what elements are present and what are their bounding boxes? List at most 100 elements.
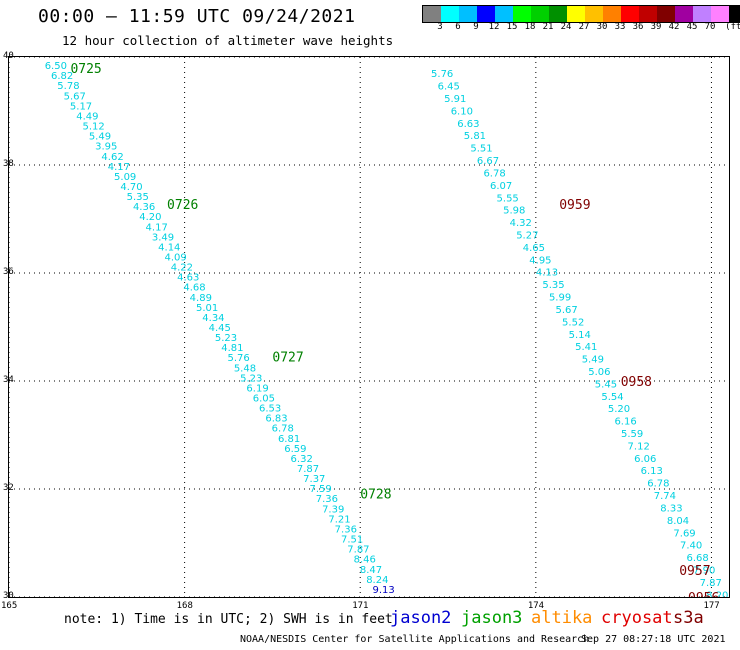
wave-height-value: 6.81 (278, 434, 300, 445)
wave-height-value: 5.12 (83, 122, 105, 133)
y-tick-label: 36 (3, 267, 14, 277)
wave-height-value: 6.59 (284, 444, 306, 455)
wave-height-value: 6.82 (51, 71, 73, 82)
wave-height-value: 4.89 (190, 293, 212, 304)
wave-height-value: 5.99 (549, 293, 571, 304)
wave-height-value: 5.49 (582, 355, 604, 366)
wave-height-value: 6.45 (438, 82, 460, 93)
wave-height-value: 5.98 (503, 206, 525, 217)
wave-height-value: 7.39 (322, 504, 344, 515)
wave-height-value: 5.49 (89, 132, 111, 143)
legend-jason2: jason2 (390, 608, 452, 628)
wave-height-value: 5.35 (127, 192, 149, 203)
pass-time-label: 0725 (70, 62, 101, 77)
wave-height-value: 6.83 (265, 414, 287, 425)
wave-height-value: 6.78 (483, 168, 505, 179)
x-tick-label: 177 (703, 601, 720, 611)
wave-height-value: 7.37 (303, 474, 325, 485)
wave-height-value: 5.48 (234, 363, 256, 374)
wave-height-value: 3.95 (95, 142, 117, 153)
footer-note: note: 1) Time is in UTC; 2) SWH is in fe… (64, 612, 393, 627)
map-plot-svg: 6.506.825.785.675.174.495.125.493.954.62… (9, 57, 729, 597)
wave-height-value: 7.87 (297, 464, 319, 475)
wave-height-value: 7.12 (628, 441, 650, 452)
wave-height-value: 5.09 (114, 172, 136, 183)
wave-height-value: 5.76 (228, 353, 250, 364)
wave-height-value: 4.20 (139, 212, 161, 223)
color-swatch (531, 6, 549, 22)
map-title: 00:00 – 11:59 UTC 09/24/2021 (38, 6, 356, 27)
generation-timestamp: Sep 27 08:27:18 UTC 2021 (581, 634, 726, 645)
color-scale-label: 6 (455, 22, 461, 32)
wave-height-value: 8.24 (366, 575, 388, 586)
legend-s3a: s3a (673, 608, 704, 628)
color-swatch (423, 6, 441, 22)
wave-height-value: 6.78 (272, 424, 294, 435)
wave-height-value: 4.22 (171, 263, 193, 274)
wave-height-value: 4.62 (101, 152, 123, 163)
wave-height-value: 6.32 (291, 454, 313, 465)
wave-height-value: 5.06 (588, 367, 610, 378)
wave-height-value: 5.17 (70, 101, 92, 112)
wave-height-value: 6.13 (641, 466, 663, 477)
wave-height-value: 4.45 (209, 323, 231, 334)
wave-height-value: 4.32 (510, 218, 532, 229)
wave-height-value: 8.20 (706, 590, 728, 597)
wave-height-value: 5.51 (470, 144, 492, 155)
color-scale-label: 39 (650, 22, 662, 32)
color-swatch (441, 6, 459, 22)
color-scale-label: 27 (578, 22, 590, 32)
wave-height-value: 8.04 (667, 516, 689, 527)
credit-line: NOAA/NESDIS Center for Satellite Applica… (240, 634, 590, 645)
wave-height-value: 5.35 (542, 280, 564, 291)
x-tick-label: 168 (176, 601, 193, 611)
wave-height-value: 5.54 (601, 392, 623, 403)
y-tick-label: 32 (3, 483, 14, 493)
wave-height-value: 7.36 (316, 494, 338, 505)
legend-jason3: jason3 (461, 608, 523, 628)
wave-height-value: 6.06 (634, 454, 656, 465)
wave-height-value: 4.17 (146, 222, 168, 233)
wave-height-value: 8.33 (660, 503, 682, 514)
pass-time-label: 0728 (360, 487, 391, 502)
color-swatch (675, 6, 693, 22)
color-scale-label: 45 (686, 22, 698, 32)
wave-height-value: 4.17 (108, 162, 130, 173)
wave-height-value: 5.67 (64, 91, 86, 102)
x-tick-label: 165 (1, 601, 18, 611)
color-swatch (477, 6, 495, 22)
color-scale-label: (ft) (725, 22, 740, 32)
x-tick-label: 171 (352, 601, 369, 611)
wave-height-value: 7.59 (309, 484, 331, 495)
wave-height-value: 4.13 (536, 268, 558, 279)
color-scale-label: 21 (542, 22, 554, 32)
wave-height-value: 7.40 (680, 541, 702, 552)
wave-height-value: 6.16 (614, 417, 636, 428)
wave-height-value: 5.27 (516, 230, 538, 241)
wave-height-value: 4.36 (133, 202, 155, 213)
wave-height-value: 7.69 (673, 528, 695, 539)
pass-time-label: 0956 (688, 591, 719, 597)
color-scale-label: 24 (560, 22, 572, 32)
wave-height-value: 7.87 (700, 578, 722, 589)
color-scale-bar (422, 5, 740, 23)
y-tick-label: 30 (3, 591, 14, 601)
wave-height-value: 5.91 (444, 94, 466, 105)
color-swatch (459, 6, 477, 22)
wave-height-value: 7.87 (347, 545, 369, 556)
wave-height-value: 4.95 (529, 255, 551, 266)
wave-height-value: 6.63 (457, 119, 479, 130)
wave-height-value: 7.21 (328, 514, 350, 525)
wave-height-value: 5.45 (595, 379, 617, 390)
color-scale-label: 33 (614, 22, 626, 32)
pass-time-label: 0958 (621, 375, 652, 390)
wave-height-value: 6.07 (490, 181, 512, 192)
wave-height-value: 5.52 (562, 317, 584, 328)
pass-time-label: 0959 (559, 198, 590, 213)
color-swatch (513, 6, 531, 22)
color-scale-label: 36 (632, 22, 644, 32)
color-scale-label: 18 (524, 22, 536, 32)
legend-cryosat: cryosat (601, 608, 673, 628)
wave-height-value: 5.23 (240, 373, 262, 384)
